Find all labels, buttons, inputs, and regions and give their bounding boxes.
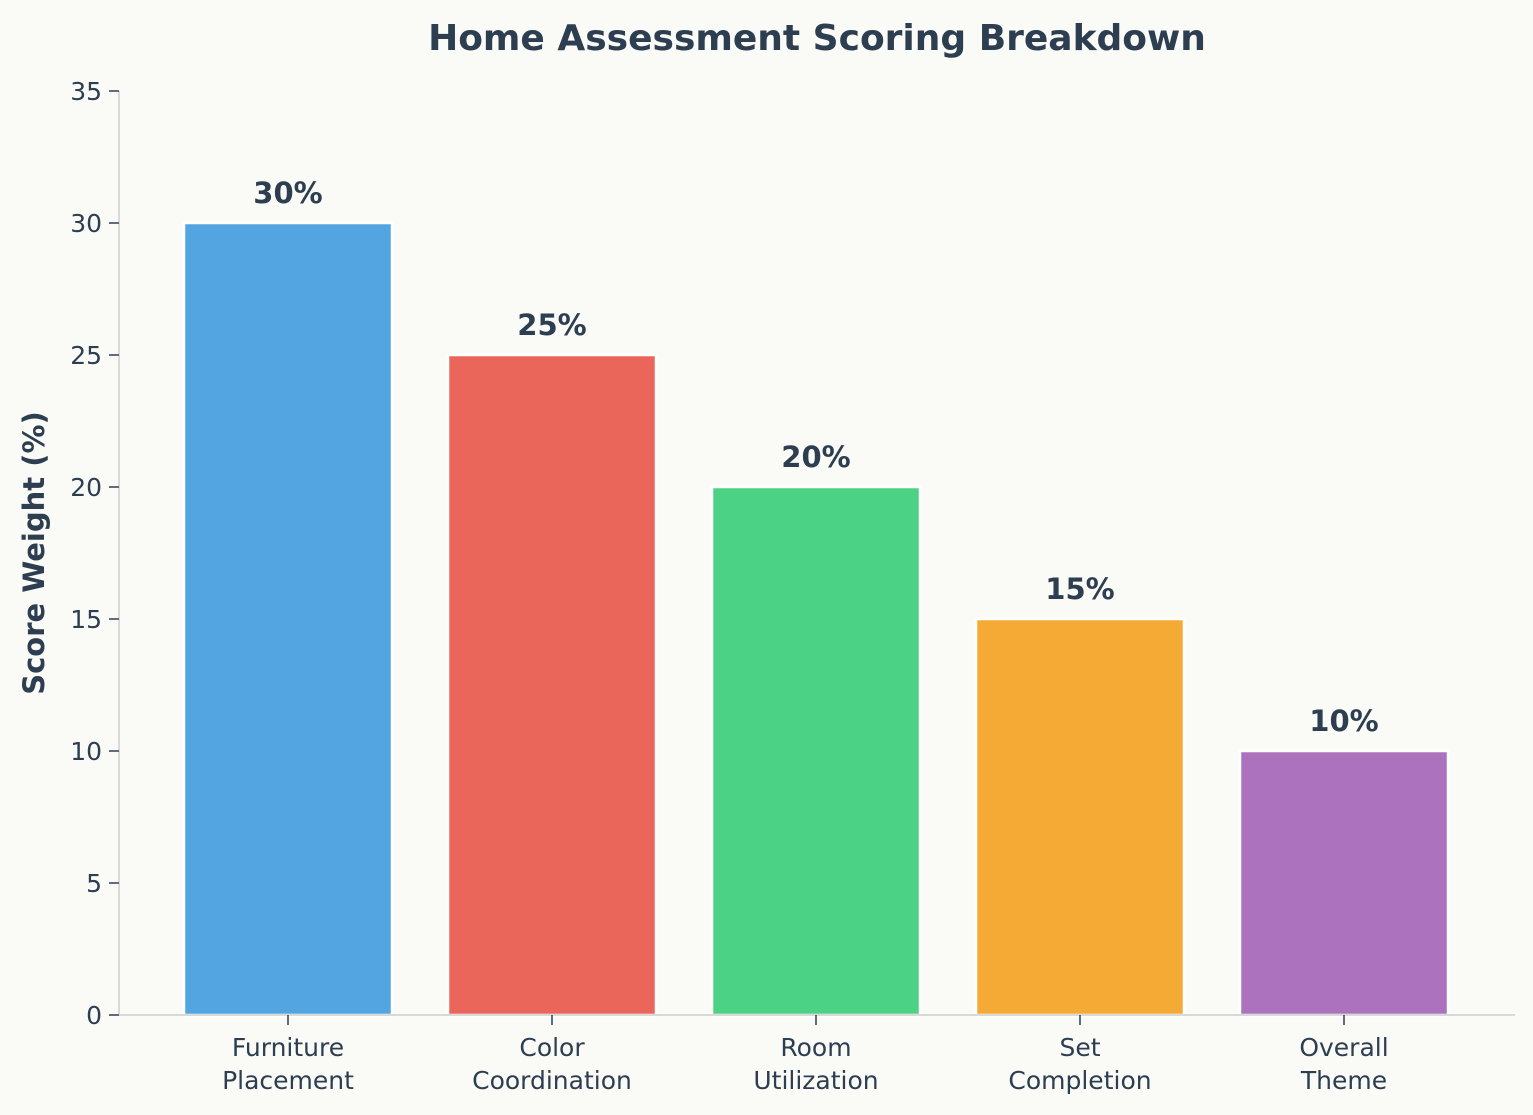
bar: [710, 485, 922, 1017]
ticks-layer: 0 5 10 15 20 25 30 35: [70, 77, 1345, 1030]
chart-title: Home Assessment Scoring Breakdown: [428, 18, 1206, 59]
y-tick-label: 5: [86, 869, 102, 898]
y-tick-label: 30: [70, 209, 102, 238]
y-tick-label: 0: [86, 1001, 102, 1030]
x-tick-label: Furniture Placement: [222, 1033, 354, 1095]
bar: [446, 353, 658, 1017]
bar: [974, 617, 1186, 1017]
labels-layer: Furniture Placement 30% Color Coordination 25…: [222, 176, 1389, 1095]
x-tick-label: Set Completion: [1008, 1033, 1151, 1095]
y-tick-label: 20: [70, 473, 102, 502]
data-label: 10%: [1309, 704, 1378, 738]
y-tick-label: 15: [70, 605, 102, 634]
data-label: 30%: [253, 176, 322, 210]
x-tick-label: Room Utilization: [753, 1033, 878, 1095]
y-tick-label: 25: [70, 341, 102, 370]
bars-layer: [182, 221, 1450, 1017]
bar: [1238, 749, 1450, 1017]
data-label: 15%: [1045, 572, 1114, 606]
data-label: 20%: [781, 440, 850, 474]
axes-layer: [118, 91, 1515, 1016]
y-tick-label: 10: [70, 737, 102, 766]
x-tick-label: Overall Theme: [1299, 1033, 1388, 1095]
x-tick-label: Color Coordination: [472, 1033, 632, 1095]
data-label: 25%: [517, 308, 586, 342]
bar: [182, 221, 394, 1017]
y-tick-label: 35: [70, 77, 102, 106]
y-axis-label: Score Weight (%): [17, 411, 51, 695]
